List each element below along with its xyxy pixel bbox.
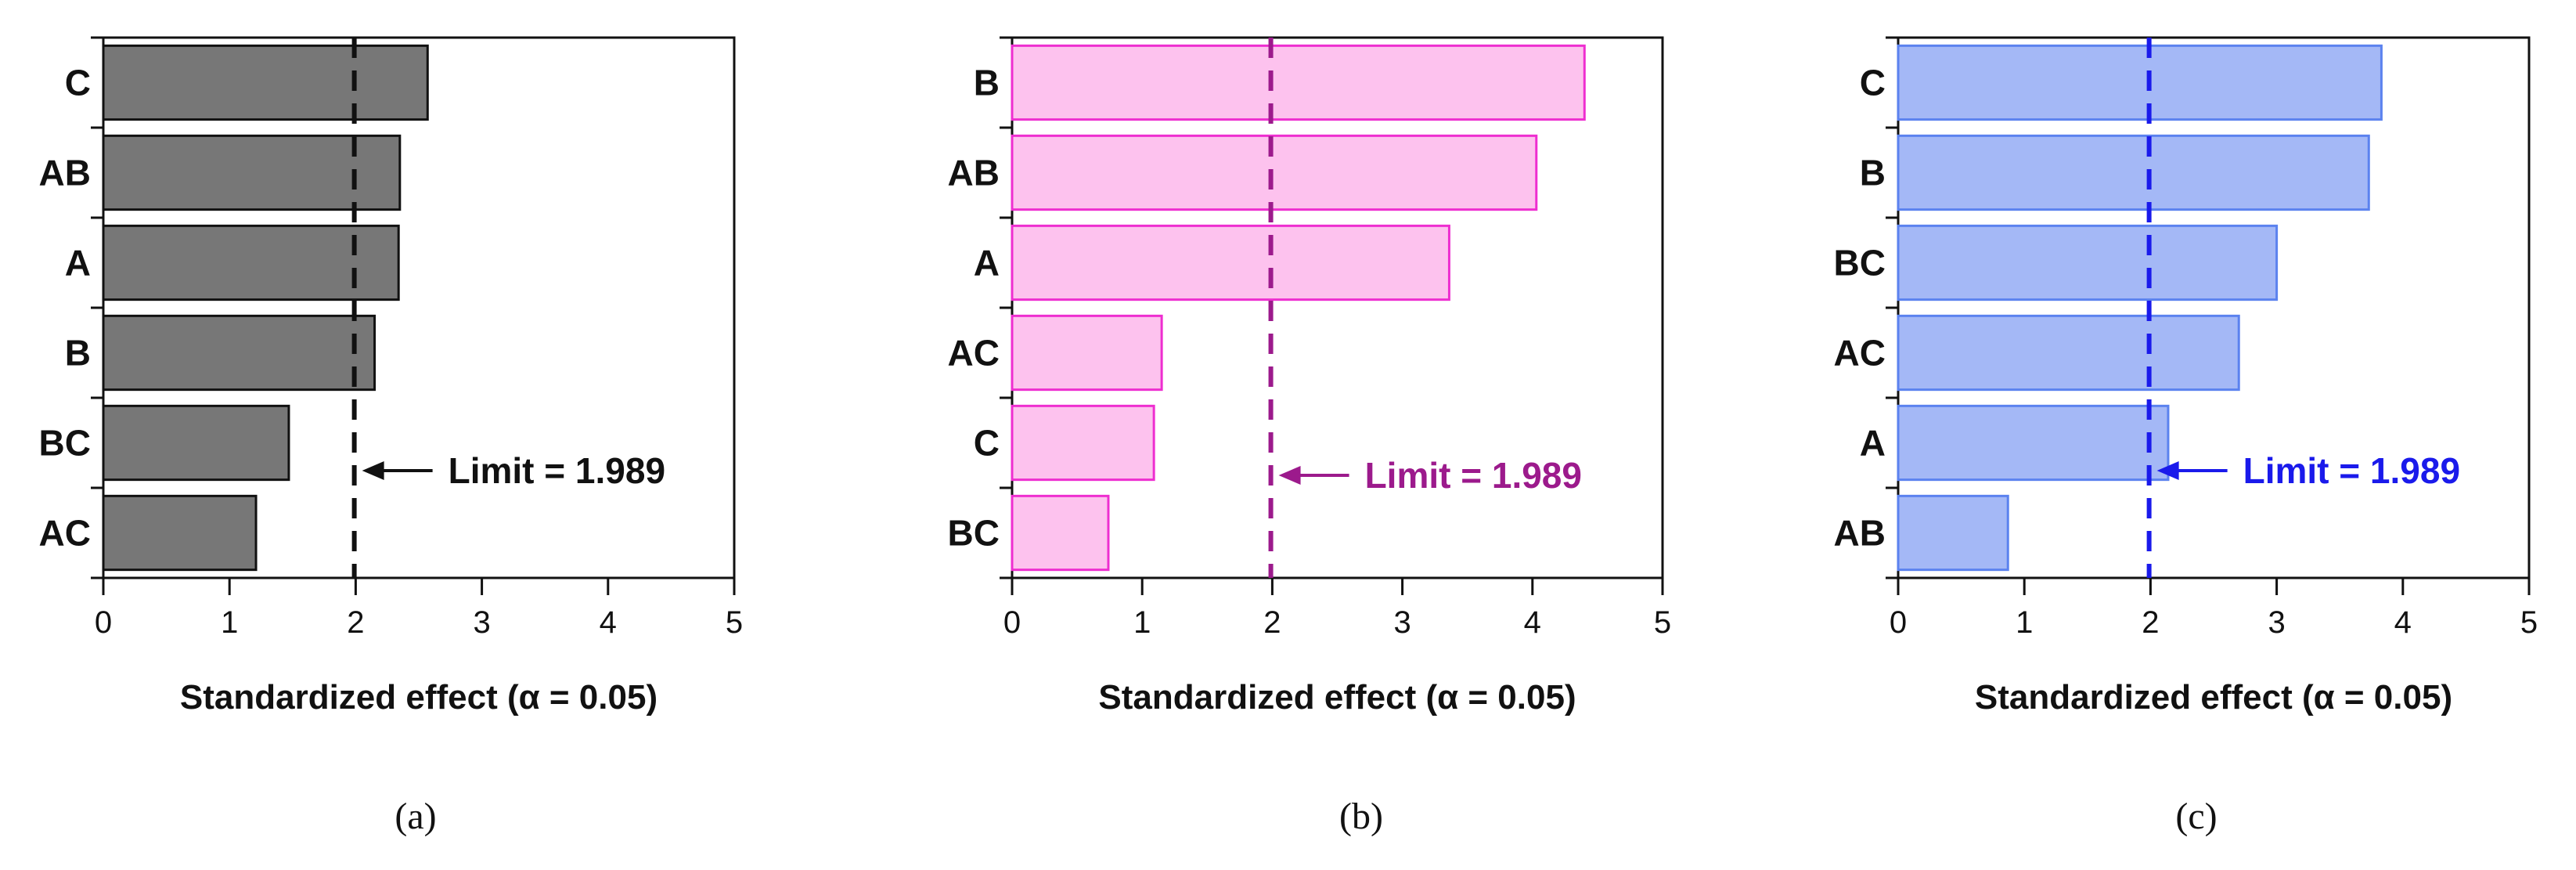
chart-c-category-label: AB bbox=[1834, 513, 1886, 554]
chart-b-limit-label: Limit = 1.989 bbox=[1365, 455, 1582, 496]
chart-b-category-label: B bbox=[974, 63, 1000, 103]
chart-c-x-tick-label: 5 bbox=[2520, 605, 2538, 640]
chart-b-category-label: A bbox=[974, 243, 1000, 283]
chart-a-category-label: AB bbox=[39, 153, 91, 193]
chart-c-category-label: B bbox=[1860, 153, 1886, 193]
chart-b-bar-ac bbox=[1011, 314, 1163, 392]
chart-b-category-label: AB bbox=[948, 153, 1000, 193]
chart-b-x-tick-label: 2 bbox=[1263, 605, 1281, 640]
chart-a-category-label: AC bbox=[39, 513, 91, 554]
chart-b-category-label: BC bbox=[948, 513, 1000, 554]
chart-a-x-axis-label: Standardized effect (α = 0.05) bbox=[180, 678, 658, 717]
chart-a-x-tick-label: 3 bbox=[473, 605, 490, 640]
chart-b-x-axis-label: Standardized effect (α = 0.05) bbox=[1098, 678, 1576, 717]
chart-c-bar-ac bbox=[1897, 314, 2240, 392]
chart-a-x-tick-label: 2 bbox=[347, 605, 364, 640]
chart-a-bar-ac bbox=[102, 494, 258, 572]
chart-a-x-tick-label: 5 bbox=[726, 605, 743, 640]
chart-c-x-axis-label: Standardized effect (α = 0.05) bbox=[1975, 678, 2452, 717]
chart-a-category-label: A bbox=[65, 243, 91, 283]
chart-a-category-label: B bbox=[65, 333, 91, 374]
chart-c-x-tick-label: 3 bbox=[2268, 605, 2285, 640]
chart-c-category-label: A bbox=[1860, 423, 1886, 464]
chart-a-x-tick-label: 0 bbox=[95, 605, 112, 640]
chart-b-x-tick-label: 1 bbox=[1133, 605, 1151, 640]
chart-b-x-tick-label: 5 bbox=[1654, 605, 1671, 640]
chart-c-limit-arrow-head bbox=[2156, 461, 2179, 480]
chart-a-panel-label: (a) bbox=[395, 796, 436, 837]
chart-a-x-tick-label: 4 bbox=[600, 605, 617, 640]
chart-b-panel-label: (b) bbox=[1339, 796, 1383, 837]
chart-c-x-tick-label: 4 bbox=[2394, 605, 2412, 640]
chart-b-category-label: AC bbox=[948, 333, 1000, 374]
chart-c-limit-label: Limit = 1.989 bbox=[2243, 450, 2460, 491]
chart-b-bar-c bbox=[1011, 404, 1155, 482]
chart-a-x-tick-label: 1 bbox=[221, 605, 238, 640]
chart-a-bar-ab bbox=[102, 134, 402, 211]
chart-c-bar-c bbox=[1897, 44, 2383, 121]
chart-a-category-label: BC bbox=[39, 423, 91, 464]
chart-c-bar-a bbox=[1897, 404, 2170, 482]
chart-c-bar-b bbox=[1897, 134, 2370, 211]
chart-b-bar-b bbox=[1011, 44, 1586, 121]
chart-c-x-tick-label: 0 bbox=[1890, 605, 1907, 640]
chart-c-category-label: AC bbox=[1834, 333, 1886, 374]
chart-c-x-tick-label: 1 bbox=[2016, 605, 2033, 640]
chart-b-x-tick-label: 3 bbox=[1393, 605, 1410, 640]
chart-a-limit-arrow-head bbox=[362, 461, 384, 480]
chart-c-x-tick-label: 2 bbox=[2142, 605, 2159, 640]
chart-b-category-label: C bbox=[974, 423, 1000, 464]
chart-b-x-tick-label: 0 bbox=[1003, 605, 1021, 640]
chart-b-x-tick-label: 4 bbox=[1524, 605, 1541, 640]
chart-a-bar-b bbox=[102, 314, 376, 392]
chart-a-category-label: C bbox=[65, 63, 91, 103]
chart-b-bar-bc bbox=[1011, 494, 1110, 572]
chart-b-limit-arrow-head bbox=[1278, 466, 1301, 485]
chart-c-bar-bc bbox=[1897, 224, 2279, 301]
chart-a-limit-label: Limit = 1.989 bbox=[449, 450, 665, 491]
chart-b-bar-ab bbox=[1011, 134, 1538, 211]
chart-a-bar-bc bbox=[102, 404, 290, 482]
chart-a-bar-c bbox=[102, 44, 429, 121]
chart-c-panel-label: (c) bbox=[2175, 796, 2217, 837]
chart-c-bar-ab bbox=[1897, 494, 2009, 572]
chart-c-category-label: BC bbox=[1834, 243, 1886, 283]
chart-c-category-label: C bbox=[1860, 63, 1886, 103]
chart-b-bar-a bbox=[1011, 224, 1450, 301]
chart-a-bar-a bbox=[102, 224, 400, 301]
